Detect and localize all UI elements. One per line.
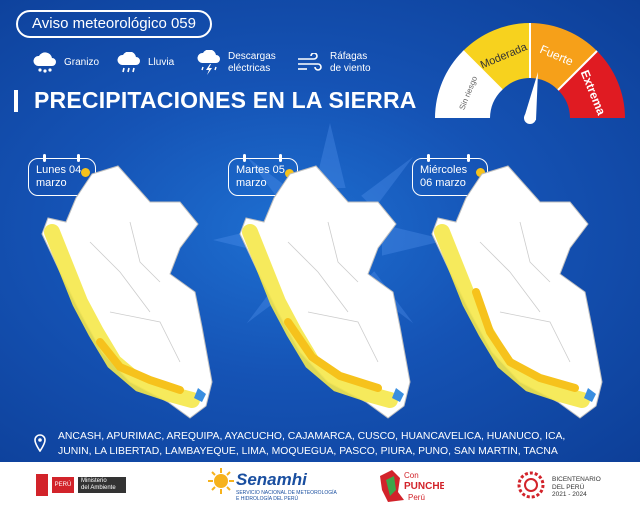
map-day-3 (431, 165, 603, 419)
wind-icon (298, 53, 322, 71)
legend-rain: Lluvia (116, 46, 174, 80)
rain-icon (117, 52, 140, 73)
bicentenario-emblem-icon (517, 471, 545, 499)
senamhi-subtitle: SERVICIO NACIONAL DE METEOROLOGÍA E HIDR… (236, 490, 337, 502)
gauge-needle (524, 72, 538, 120)
bicentenario-line3: 2021 - 2024 (552, 491, 587, 498)
punche-line1: Con (404, 471, 419, 480)
senamhi-sub-line2: E HIDROLOGÍA DEL PERÚ (236, 496, 299, 502)
legend-wind-line2: de viento (330, 63, 371, 74)
hail-icon (33, 52, 56, 73)
heading-accent (14, 90, 18, 112)
page-title: PRECIPITACIONES EN LA SIERRA (34, 87, 417, 113)
day-1-line2: marzo (36, 177, 67, 189)
risk-gauge: Sin riesgo Moderada Fuerte Extrema (435, 23, 625, 124)
legend-hail-label: Granizo (64, 57, 100, 68)
bicentenario-text: BICENTENARIO DEL PERÚ 2021 - 2024 (552, 476, 601, 499)
day-3-line1: Miércoles (420, 164, 468, 176)
day-1-dot-icon (81, 168, 90, 177)
alert-title: Aviso meteorológico 059 (16, 10, 212, 38)
peru-label: PERÚ (52, 477, 74, 493)
punche-line2: PUNCHE (404, 481, 444, 492)
legend-lightning-line2: eléctricas (228, 63, 271, 74)
senamhi-sub-line1: SERVICIO NACIONAL DE METEOROLOGÍA (236, 490, 337, 496)
legend-lightning: Descargas eléctricas (196, 46, 276, 80)
legend-lightning-line1: Descargas (228, 51, 276, 62)
bicentenario-line2: DEL PERÚ (552, 483, 585, 491)
day-label-1: Lunes 04 marzo (28, 154, 96, 196)
legend-lightning-label: Descargas eléctricas (228, 51, 276, 75)
day-3-line2: 06 marzo (420, 177, 466, 189)
map-day-1 (41, 165, 213, 419)
legend-wind: Ráfagas de viento (296, 46, 371, 80)
bulletin-panel: Aviso meteorológico 059 Granizo Lluvia D… (0, 0, 640, 462)
day-3-dot-icon (476, 168, 485, 177)
peru-shield-icon (36, 474, 48, 496)
legend-rain-label: Lluvia (148, 57, 175, 68)
footer-logos: PERÚ Ministerio del Ambiente Senamhi SER… (0, 462, 640, 509)
ministry-line1: Ministerio (81, 478, 107, 484)
day-1-line1: Lunes 04 (36, 164, 82, 176)
legend-hail: Granizo (32, 46, 99, 80)
regions-row: ANCASH, APURIMAC, AREQUIPA, AYACUCHO, CA… (34, 431, 624, 457)
affected-regions: ANCASH, APURIMAC, AREQUIPA, AYACUCHO, CA… (58, 431, 566, 457)
day-2-dot-icon (285, 169, 294, 178)
day-2-line1: Martes 05 (236, 164, 285, 176)
map-day-2 (239, 165, 411, 419)
location-pin-icon (34, 434, 46, 452)
ministry-line2: del Ambiente (81, 485, 116, 491)
ministry-box: Ministerio del Ambiente (76, 477, 126, 493)
senamhi-logo-text: Senamhi (236, 470, 307, 489)
lightning-icon (197, 50, 220, 75)
day-2-line2: marzo (236, 177, 267, 189)
day-label-2: Martes 05 marzo (228, 154, 298, 196)
punche-line3: Perú (408, 493, 425, 502)
legend-wind-line1: Ráfagas (330, 51, 368, 62)
con-punche-peru-logo: Con PUNCHE Perú (380, 470, 444, 502)
bicentenario-line1: BICENTENARIO (552, 476, 601, 483)
legend-wind-label: Ráfagas de viento (330, 51, 371, 75)
senamhi-sun-icon (208, 468, 234, 494)
